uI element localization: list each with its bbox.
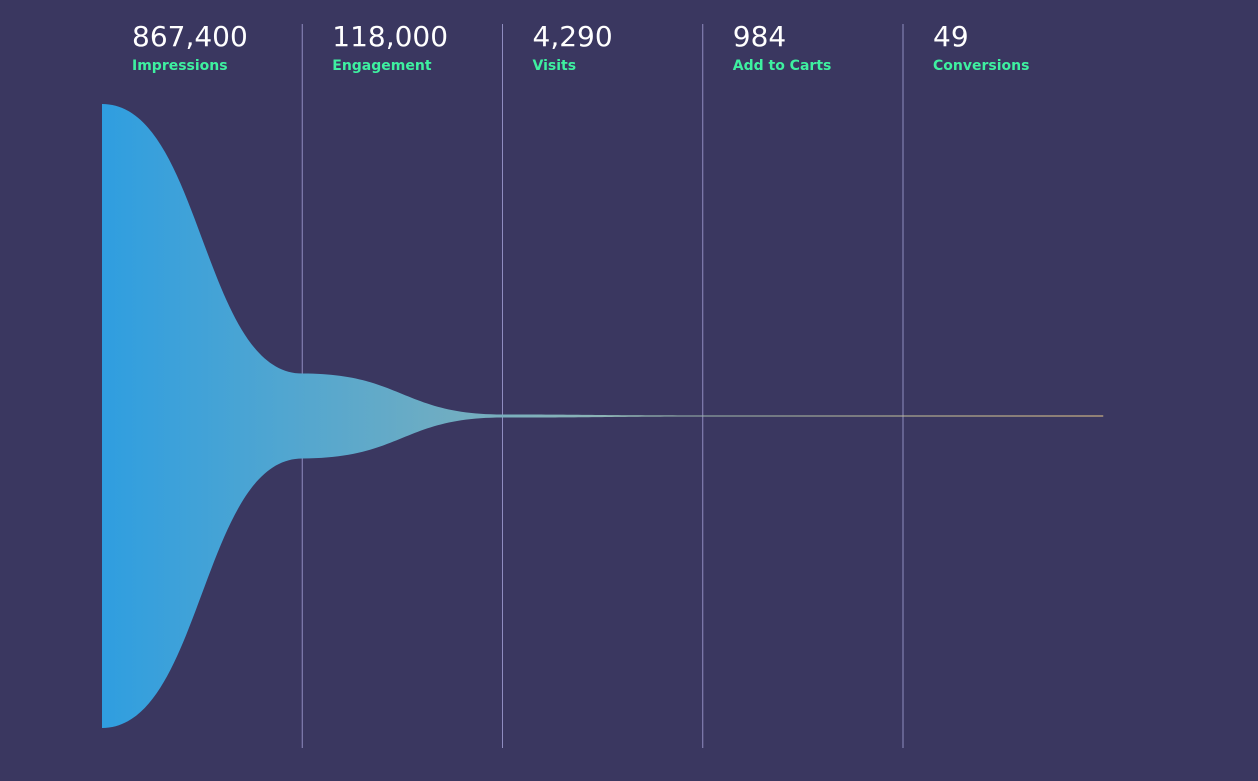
stage-value: 118,000	[332, 20, 448, 53]
stage-label: Add to Carts	[733, 58, 832, 74]
funnel-shape	[102, 104, 1104, 728]
stage-value: 49	[933, 20, 969, 53]
stage-label: Impressions	[132, 58, 228, 74]
stage-labels: 867,400 Impressions 118,000 Engagement 4,290…	[132, 20, 1029, 74]
stage-value: 984	[733, 20, 786, 53]
stage-label: Engagement	[332, 58, 432, 74]
stage-5: 49 Conversions	[933, 20, 1029, 74]
stage-label: Visits	[533, 58, 577, 74]
stage-value: 867,400	[132, 20, 248, 53]
stage-4: 984 Add to Carts	[733, 20, 832, 74]
stage-1: 867,400 Impressions	[132, 20, 248, 74]
stage-label: Conversions	[933, 58, 1029, 74]
stage-value: 4,290	[533, 20, 613, 53]
stage-dividers	[301, 24, 904, 748]
stage-2: 118,000 Engagement	[332, 20, 448, 74]
stage-3: 4,290 Visits	[533, 20, 613, 74]
